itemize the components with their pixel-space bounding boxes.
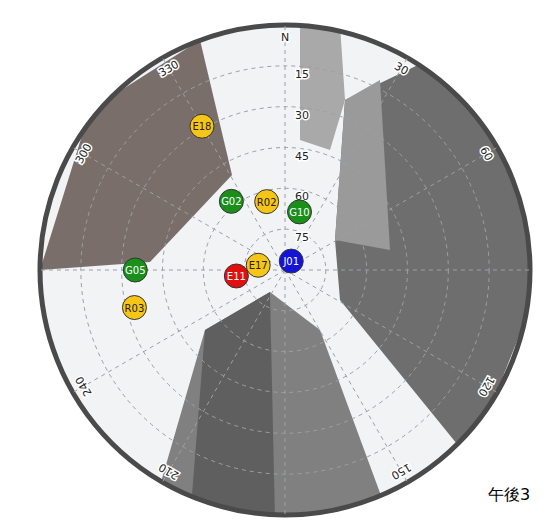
- svg-text:E17: E17: [249, 260, 268, 271]
- svg-text:240: 240: [73, 374, 95, 399]
- svg-text:N: N: [281, 31, 289, 44]
- svg-text:午後3: 午後3: [488, 485, 530, 504]
- svg-text:E11: E11: [227, 271, 246, 282]
- svg-text:J01: J01: [282, 256, 299, 267]
- svg-text:120: 120: [475, 374, 497, 399]
- svg-text:300: 300: [73, 141, 95, 166]
- svg-text:E18: E18: [192, 121, 211, 132]
- svg-text:45: 45: [295, 150, 309, 163]
- svg-text:75: 75: [295, 231, 309, 244]
- svg-text:150: 150: [389, 460, 414, 482]
- svg-text:15: 15: [295, 68, 309, 81]
- svg-text:30: 30: [295, 109, 309, 122]
- svg-text:330: 330: [156, 58, 181, 80]
- svg-text:R02: R02: [257, 197, 277, 208]
- svg-text:60: 60: [477, 144, 495, 163]
- svg-text:G02: G02: [221, 196, 241, 207]
- svg-text:G05: G05: [125, 265, 145, 276]
- svg-text:G10: G10: [289, 207, 309, 218]
- svg-text:30: 30: [392, 60, 411, 78]
- svg-text:210: 210: [156, 460, 181, 482]
- svg-text:60: 60: [295, 190, 309, 204]
- svg-text:R03: R03: [125, 303, 145, 314]
